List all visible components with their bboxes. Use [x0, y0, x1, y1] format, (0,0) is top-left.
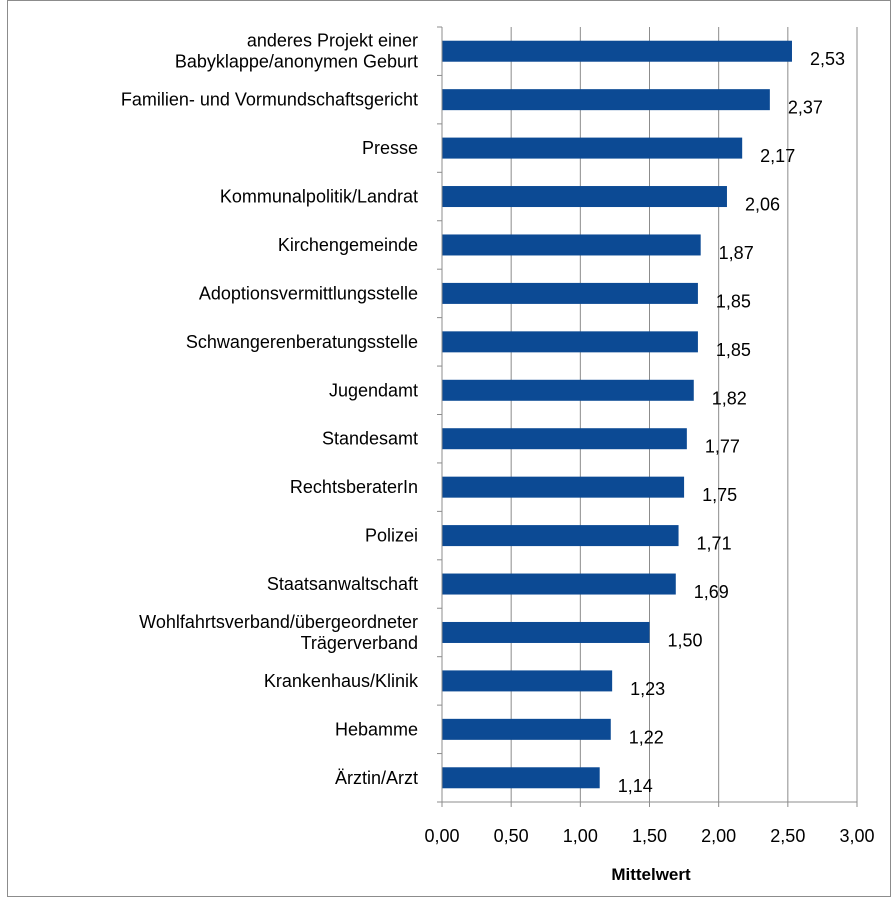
data-label: 2,37 — [788, 98, 823, 118]
data-label: 1,50 — [668, 630, 703, 650]
x-tick-label: 2,50 — [770, 826, 805, 846]
bar — [442, 621, 650, 643]
category-label: RechtsberaterIn — [290, 477, 418, 497]
data-label: 2,17 — [760, 146, 795, 166]
bar — [442, 40, 792, 62]
bar — [442, 767, 600, 789]
x-tick-labels: 0,00 0,50 1,00 1,50 2,00 2,50 3,00 — [424, 826, 874, 846]
category-label: Jugendamt — [329, 380, 418, 400]
data-label: 1,77 — [705, 437, 740, 457]
bar — [442, 186, 727, 208]
data-label: 1,85 — [716, 340, 751, 360]
data-label: 1,69 — [694, 582, 729, 602]
category-label: Kirchengemeinde — [278, 235, 418, 255]
category-label: Presse — [362, 138, 418, 158]
x-tick-label: 0,50 — [494, 826, 529, 846]
value-labels: 2,53 2,37 2,17 2,06 1,87 1,85 1,85 1,82 1,77 1,75… — [618, 49, 845, 796]
bars — [442, 40, 792, 789]
x-tick-label: 2,00 — [701, 826, 736, 846]
category-label: Schwangerenberatungsstelle — [186, 332, 418, 352]
category-label: Adoptionsvermittlungsstelle — [199, 283, 418, 303]
category-label: Polizei — [365, 526, 418, 546]
bar — [442, 476, 685, 498]
category-label: Trägerverband — [301, 633, 418, 653]
bar — [442, 428, 687, 450]
category-label: Wohlfahrtsverband/übergeordneter — [139, 612, 418, 632]
bar — [442, 525, 679, 547]
category-label: Ärztin/Arzt — [335, 768, 418, 788]
data-label: 1,87 — [719, 243, 754, 263]
category-label: Hebamme — [335, 719, 418, 739]
data-label: 1,23 — [630, 679, 665, 699]
category-label: Staatsanwaltschaft — [267, 574, 418, 594]
category-label: Babyklappe/anonymen Geburt — [175, 52, 418, 72]
bar — [442, 718, 611, 740]
bar — [442, 89, 770, 111]
data-label: 1,71 — [697, 534, 732, 554]
x-axis-title: Mittelwert — [611, 865, 691, 884]
x-tick-label: 3,00 — [839, 826, 874, 846]
category-labels: anderes Projekt einerBabyklappe/anonymen… — [121, 31, 419, 788]
data-label: 1,75 — [702, 485, 737, 505]
bar — [442, 331, 698, 353]
data-label: 2,06 — [745, 195, 780, 215]
category-label: Familien- und Vormundschaftsgericht — [121, 90, 418, 110]
bar — [442, 573, 676, 595]
axes — [437, 26, 858, 807]
x-tick-label: 0,00 — [424, 826, 459, 846]
bar — [442, 379, 694, 401]
bar — [442, 234, 701, 256]
x-tick-label: 1,00 — [563, 826, 598, 846]
data-label: 1,22 — [629, 727, 664, 747]
category-label: Standesamt — [322, 429, 418, 449]
bar — [442, 282, 698, 304]
data-label: 1,14 — [618, 776, 653, 796]
bar — [442, 670, 613, 692]
data-label: 1,82 — [712, 388, 747, 408]
category-label: Krankenhaus/Klinik — [264, 671, 419, 691]
x-tick-label: 1,50 — [632, 826, 667, 846]
data-label: 2,53 — [810, 49, 845, 69]
data-label: 1,85 — [716, 291, 751, 311]
bar — [442, 137, 743, 159]
category-label: anderes Projekt einer — [247, 31, 418, 51]
category-label: Kommunalpolitik/Landrat — [220, 187, 418, 207]
